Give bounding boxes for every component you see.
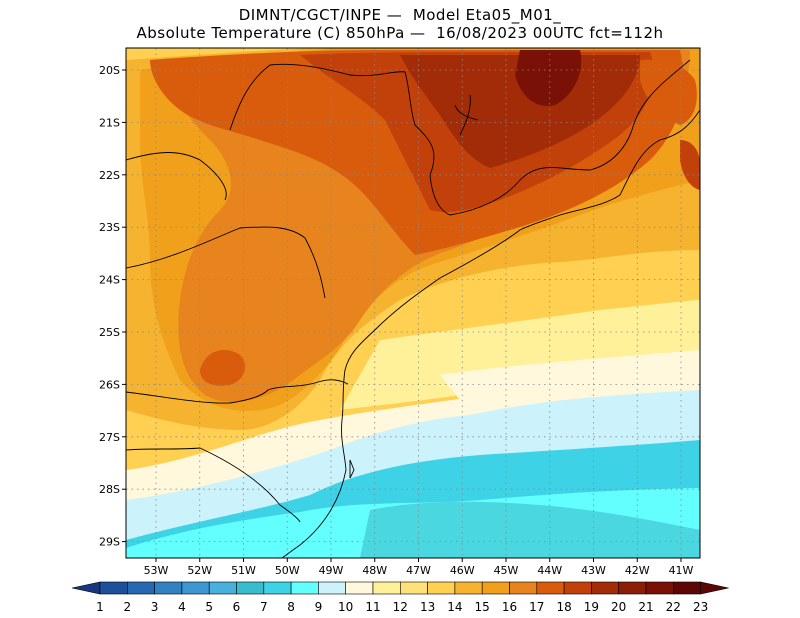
- colorbar-label: 1: [96, 600, 104, 614]
- colorbar-label: 16: [502, 600, 517, 614]
- colorbar-arrow-low: [71, 581, 101, 595]
- colorbar-label: 2: [123, 600, 131, 614]
- coastline: [281, 109, 700, 558]
- colorbar-swatch: [591, 581, 620, 595]
- colorbar-swatch: [672, 581, 701, 595]
- colorbar-label: 21: [638, 600, 653, 614]
- colorbar-swatch: [399, 581, 428, 595]
- state-border-mg-rj: [449, 59, 691, 216]
- island: [349, 459, 355, 479]
- colorbar: 1 2 3 4 5 6 7 8 9 10 11 12 13 14 15 16 17 18 19 20 21 22 23: [71, 581, 729, 614]
- colorbar-label: 17: [529, 600, 544, 614]
- colorbar-label: 11: [365, 600, 380, 614]
- lon-tick-label: 53W: [144, 564, 169, 577]
- lon-tick-label: 47W: [406, 564, 431, 577]
- colorbar-swatch: [454, 581, 483, 595]
- colorbar-swatch: [236, 581, 265, 595]
- field-20c: [400, 55, 640, 168]
- lon-tick-label: 48W: [362, 564, 387, 577]
- field-18c-patch: [200, 350, 246, 386]
- lat-tick-label: 26S: [99, 378, 120, 391]
- axis-ticks: 20S 21S 22S 23S 24S 25S 26S 27S 28S 29S 53W 52W 51W 5…: [99, 64, 694, 577]
- colorbar-swatch: [99, 581, 128, 595]
- field-19c-east: [680, 140, 700, 190]
- colorbar-label: 14: [447, 600, 462, 614]
- lon-tick-label: 52W: [187, 564, 212, 577]
- colorbar-label: 9: [315, 600, 323, 614]
- lat-tick-label: 25S: [99, 326, 120, 339]
- lat-tick-label: 23S: [99, 221, 120, 234]
- plot-frame: [125, 47, 701, 559]
- colorbar-label: 18: [556, 600, 571, 614]
- field-22c: [515, 50, 582, 106]
- lat-tick-label: 22S: [99, 169, 120, 182]
- colorbar-label: 15: [475, 600, 490, 614]
- colorbar-label: 20: [611, 600, 626, 614]
- colorbar-swatch: [645, 581, 674, 595]
- chart-title-line-2: Absolute Temperature (C) 850hPa — 16/08/…: [136, 24, 664, 42]
- field-7c-patch: [360, 501, 700, 558]
- colorbar-label: 4: [178, 600, 186, 614]
- lon-tick-label: 45W: [494, 564, 519, 577]
- graticule: [126, 48, 700, 558]
- colorbar-swatch: [154, 581, 183, 595]
- lon-tick-label: 50W: [275, 564, 300, 577]
- colorbar-label: 22: [666, 600, 681, 614]
- field-18c-east: [640, 59, 697, 125]
- state-border-mg-sp: [229, 63, 451, 216]
- lon-tick-label: 44W: [537, 564, 562, 577]
- lat-tick-label: 29S: [99, 536, 120, 549]
- colorbar-label: 5: [205, 600, 213, 614]
- colorbar-label: 7: [260, 600, 268, 614]
- boundaries: [126, 59, 700, 558]
- colorbar-swatch: [345, 581, 374, 595]
- lon-tick-label: 42W: [625, 564, 650, 577]
- lon-tick-label: 41W: [669, 564, 694, 577]
- lon-tick-label: 43W: [581, 564, 606, 577]
- colorbar-label: 3: [151, 600, 159, 614]
- colorbar-label: 8: [287, 600, 295, 614]
- state-border-sc-rs: [126, 447, 301, 523]
- colorbar-label: 19: [584, 600, 599, 614]
- lon-tick-label: 46W: [450, 564, 475, 577]
- lat-tick-label: 20S: [99, 64, 120, 77]
- state-border-ms-pr: [126, 226, 326, 299]
- reservoir-outline: [454, 94, 479, 136]
- colorbar-label: 6: [233, 600, 241, 614]
- field-11c-offshore: [440, 350, 700, 400]
- lon-tick-label: 49W: [319, 564, 344, 577]
- lat-tick-label: 21S: [99, 116, 120, 129]
- colorbar-swatch: [563, 581, 592, 595]
- colorbar-swatch: [536, 581, 565, 595]
- colorbar-swatch: [208, 581, 237, 595]
- colorbar-swatch: [427, 581, 456, 595]
- state-border-pr-sc: [126, 379, 349, 404]
- chart-title-line-1: DIMNT/CGCT/INPE — Model Eta05_M01_: [238, 6, 562, 24]
- colorbar-arrow-high: [700, 581, 729, 595]
- colorbar-label: 23: [693, 600, 708, 614]
- colorbar-swatch: [509, 581, 538, 595]
- colorbar-swatch: [372, 581, 401, 595]
- colorbar-swatch: [290, 581, 319, 595]
- lat-tick-label: 24S: [99, 274, 120, 287]
- lat-tick-label: 27S: [99, 431, 120, 444]
- colorbar-label: 12: [393, 600, 408, 614]
- field-12c: [340, 300, 700, 410]
- colorbar-swatch: [481, 581, 510, 595]
- lon-tick-label: 51W: [231, 564, 256, 577]
- colorbar-label: 10: [338, 600, 353, 614]
- colorbar-swatch: [263, 581, 292, 595]
- colorbar-label: 13: [420, 600, 435, 614]
- temperature-field: [126, 48, 700, 558]
- state-border-west: [126, 152, 227, 201]
- colorbar-swatch: [618, 581, 647, 595]
- colorbar-swatch: [318, 581, 346, 595]
- lat-tick-label: 28S: [99, 483, 120, 496]
- colorbar-swatch: [127, 581, 155, 595]
- colorbar-swatch: [181, 581, 210, 595]
